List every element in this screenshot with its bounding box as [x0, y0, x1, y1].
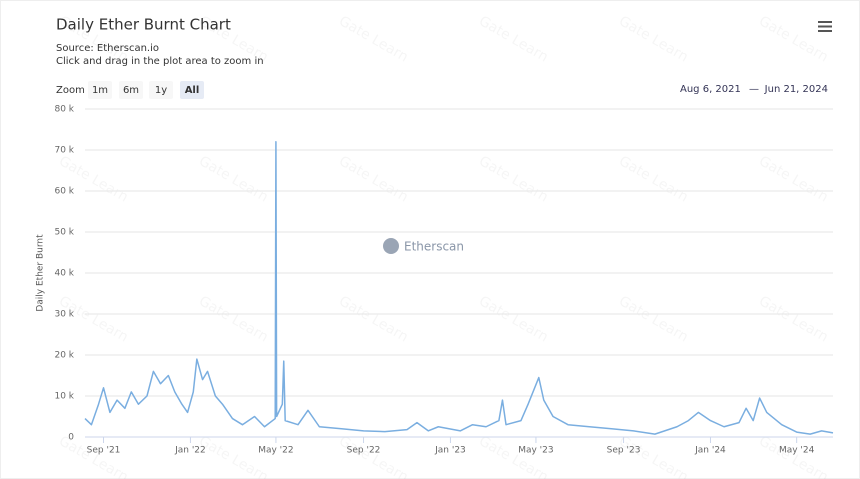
watermark: Etherscan [383, 238, 464, 254]
watermark-text: Etherscan [404, 240, 464, 254]
zoom-button-label: 6m [123, 85, 139, 96]
y-axis-title: Daily Ether Burnt [36, 234, 46, 312]
y-tick-label: 30 k [54, 310, 74, 320]
instruction: Click and drag in the plot area to zoom … [56, 56, 264, 67]
y-tick-label: 40 k [54, 269, 74, 279]
watermark-logo [383, 238, 399, 254]
zoom-label: Zoom [56, 85, 85, 96]
y-tick-label: 0 [68, 433, 74, 443]
x-tick-label: Jan '22 [174, 446, 206, 456]
x-tick-label: Sep '21 [87, 446, 121, 456]
x-tick-label: Sep '22 [347, 446, 381, 456]
chart-title: Daily Ether Burnt Chart [56, 16, 231, 34]
x-tick-label: Jan '23 [434, 446, 466, 456]
zoom-button-label: 1m [92, 85, 108, 96]
x-tick-label: May '22 [258, 446, 293, 456]
range-separator: — [749, 84, 759, 95]
y-tick-label: 10 k [54, 392, 74, 402]
range-from: Aug 6, 2021 [680, 84, 741, 95]
y-tick-label: 50 k [54, 228, 74, 238]
y-tick-label: 70 k [54, 146, 74, 156]
subtitle: Source: Etherscan.io [56, 43, 159, 54]
data-line [84, 141, 834, 435]
zoom-button[interactable] [180, 81, 204, 99]
range-to: Jun 21, 2024 [764, 84, 828, 95]
menu-button[interactable] [818, 21, 832, 32]
x-tick-label: May '24 [779, 446, 815, 456]
x-tick-label: Sep '23 [607, 446, 641, 456]
x-tick-label: Jan '24 [694, 446, 726, 456]
y-tick-label: 60 k [54, 187, 74, 197]
y-tick-label: 20 k [54, 351, 74, 361]
zoom-button[interactable] [149, 81, 173, 99]
y-tick-label: 80 k [54, 105, 74, 115]
zoom-button-label: All [185, 85, 200, 96]
x-tick-label: May '23 [518, 446, 553, 456]
zoom-button-label: 1y [155, 85, 167, 96]
zoom-button[interactable] [88, 81, 112, 99]
zoom-button[interactable] [119, 81, 143, 99]
